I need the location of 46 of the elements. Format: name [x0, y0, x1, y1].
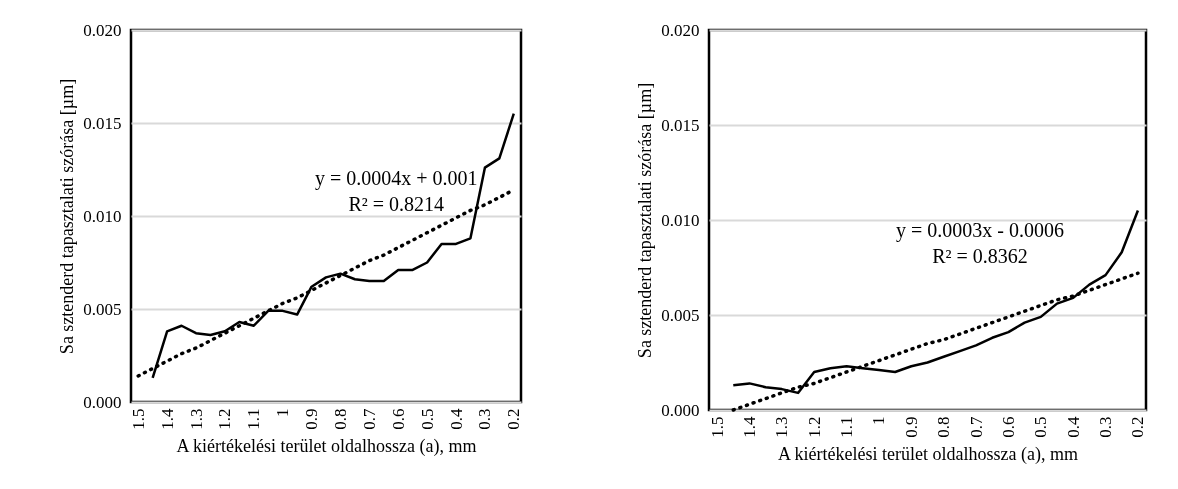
annotation: R² = 0.8362 [932, 245, 1028, 268]
y-tick-label: 0.005 [83, 299, 122, 319]
y-tick-label: 0.015 [661, 115, 700, 135]
annotation: y = 0.0003x - 0.0006 [895, 219, 1064, 243]
x-tick-label: 1.3 [186, 408, 206, 430]
y-tick-label: 0.010 [83, 206, 122, 226]
x-tick-label: 0.7 [966, 416, 986, 438]
x-tick-label: 0.6 [388, 408, 408, 430]
x-tick-label: 0.4 [1063, 416, 1083, 438]
x-tick-label: 1.5 [707, 416, 727, 438]
x-tick-label: 1.3 [772, 416, 792, 438]
annotation: R² = 0.8214 [348, 192, 445, 215]
y-tick-label: 0.000 [83, 392, 122, 412]
x-tick-label: 0.8 [934, 416, 954, 438]
x-tick-label: 0.9 [302, 408, 322, 430]
x-tick-label: 1.2 [804, 416, 824, 438]
y-axis-title: Sa sztenderd tapasztalati szórása [µm] [57, 78, 78, 355]
x-axis-title: A kiértékelési terület oldalhossza (a), mm [778, 443, 1078, 465]
x-tick-label: 0.2 [1128, 416, 1148, 438]
x-tick-label: 0.6 [998, 416, 1018, 438]
x-tick-label: 0.3 [475, 408, 495, 430]
x-tick-label: 0.5 [1031, 416, 1051, 438]
x-tick-label: 1 [869, 416, 889, 425]
x-tick-label: 1.1 [244, 408, 264, 430]
y-tick-label: 0.005 [661, 305, 700, 325]
x-tick-label: 0.9 [901, 416, 921, 438]
y-tick-label: 0.020 [83, 20, 122, 40]
y-tick-label: 0.010 [661, 210, 700, 230]
y-tick-label: 0.020 [661, 20, 700, 40]
y-tick-label: 0.015 [83, 113, 122, 133]
x-tick-label: 1.4 [157, 408, 177, 430]
x-tick-label: 0.4 [446, 408, 466, 430]
x-tick-label: 1.1 [837, 416, 857, 438]
x-tick-label: 1 [273, 408, 293, 417]
x-tick-label: 0.3 [1096, 416, 1116, 438]
y-tick-label: 0.000 [661, 400, 700, 420]
annotation: y = 0.0004x + 0.001 [314, 166, 478, 190]
y-axis-title: Sa sztenderd tapasztalati szórása [µm] [635, 82, 656, 359]
x-tick-label: 0.8 [330, 408, 350, 430]
x-tick-label: 1.4 [739, 416, 759, 438]
x-tick-label: 0.2 [504, 408, 524, 430]
x-tick-label: 0.7 [359, 408, 379, 430]
x-axis-title: A kiértékelési terület oldalhossza (a), mm [176, 435, 477, 457]
x-tick-label: 0.5 [417, 408, 437, 430]
x-tick-label: 1.5 [128, 408, 148, 430]
x-tick-label: 1.2 [215, 408, 235, 430]
